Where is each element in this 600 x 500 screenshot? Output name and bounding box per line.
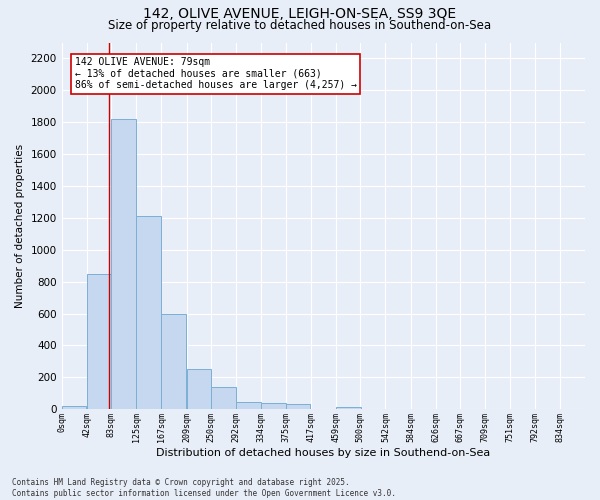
Bar xyxy=(261,403,286,409)
Y-axis label: Number of detached properties: Number of detached properties xyxy=(15,144,25,308)
Bar xyxy=(87,274,112,409)
Bar xyxy=(161,314,186,409)
Text: 142 OLIVE AVENUE: 79sqm
← 13% of detached houses are smaller (663)
86% of semi-d: 142 OLIVE AVENUE: 79sqm ← 13% of detache… xyxy=(75,57,357,90)
Text: Size of property relative to detached houses in Southend-on-Sea: Size of property relative to detached ho… xyxy=(109,18,491,32)
Bar xyxy=(211,387,236,409)
Text: 142, OLIVE AVENUE, LEIGH-ON-SEA, SS9 3QE: 142, OLIVE AVENUE, LEIGH-ON-SEA, SS9 3QE xyxy=(143,8,457,22)
X-axis label: Distribution of detached houses by size in Southend-on-Sea: Distribution of detached houses by size … xyxy=(156,448,490,458)
Bar xyxy=(187,368,211,409)
Bar xyxy=(136,216,161,409)
Bar xyxy=(62,406,86,409)
Bar xyxy=(236,402,261,409)
Bar xyxy=(286,404,310,409)
Text: Contains HM Land Registry data © Crown copyright and database right 2025.
Contai: Contains HM Land Registry data © Crown c… xyxy=(12,478,396,498)
Bar xyxy=(111,119,136,409)
Bar xyxy=(336,407,361,409)
